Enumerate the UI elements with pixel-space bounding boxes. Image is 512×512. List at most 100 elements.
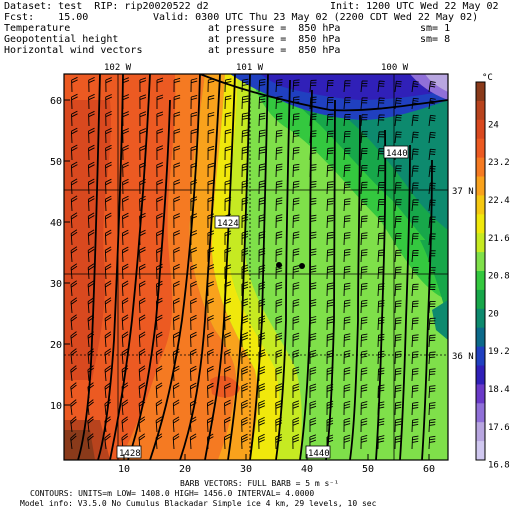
wind-barb — [173, 314, 180, 331]
wind-barb — [394, 435, 402, 450]
wind-barb — [173, 280, 180, 297]
wind-barb — [121, 416, 129, 433]
wind-barb — [173, 94, 181, 110]
wind-barb — [88, 93, 95, 110]
wind-barb — [411, 401, 419, 416]
wind-barb — [138, 416, 146, 433]
wind-barb — [394, 266, 402, 280]
wind-barb — [343, 97, 351, 110]
contour-label: 1424 — [217, 219, 239, 229]
wind-barb — [275, 434, 282, 450]
wind-barb — [326, 231, 334, 246]
wind-barb — [241, 315, 249, 331]
wind-barb — [428, 250, 436, 263]
wind-barb — [309, 79, 317, 93]
wind-barb — [275, 79, 283, 93]
wind-barb — [207, 196, 215, 211]
wind-barb — [326, 282, 334, 297]
wind-barb — [258, 214, 266, 229]
longitude-label: 102 W — [104, 63, 132, 73]
wind-barb — [156, 145, 164, 161]
wind-barb — [173, 297, 180, 314]
wind-barb — [292, 130, 300, 144]
wind-barb — [343, 299, 351, 314]
wind-barb — [343, 367, 351, 382]
wind-barb — [224, 365, 231, 382]
wind-barb — [428, 284, 436, 297]
wind-barb — [241, 264, 249, 279]
wind-barb — [156, 94, 164, 109]
wind-barb — [121, 229, 129, 246]
wind-barb — [292, 248, 300, 263]
wind-barb — [258, 247, 266, 263]
longitude-label: 100 W — [381, 63, 409, 73]
wind-barb — [122, 111, 129, 127]
wind-barb — [173, 145, 181, 161]
wind-barb — [173, 179, 181, 195]
wind-barb — [139, 162, 146, 178]
wind-barb — [292, 180, 300, 195]
wind-barb — [206, 399, 214, 416]
wind-barb — [207, 331, 214, 348]
wind-barb — [189, 416, 197, 433]
wind-barb — [428, 97, 436, 110]
wind-barb — [207, 95, 215, 110]
wind-barb — [241, 129, 249, 144]
wind-barb — [428, 385, 436, 399]
colorbar-swatch — [476, 100, 485, 121]
wind-barb — [156, 128, 164, 144]
wind-barb — [155, 433, 163, 450]
wind-barb — [121, 399, 129, 416]
wind-barb — [155, 348, 163, 365]
wind-barb — [139, 111, 147, 127]
wind-barb — [70, 161, 78, 178]
wind-barb — [87, 229, 95, 246]
wind-barb — [156, 246, 163, 263]
wind-barb — [411, 148, 419, 161]
wind-barb — [173, 213, 180, 229]
wind-barb — [121, 280, 129, 297]
forecast-hour: Fcst: 15.00 — [4, 12, 89, 23]
wind-barb — [326, 299, 334, 314]
wind-barb — [360, 384, 368, 399]
wind-barb — [87, 399, 94, 416]
wind-barb — [377, 300, 385, 314]
wind-barb — [326, 417, 334, 432]
wind-barb — [411, 418, 419, 433]
wind-barb — [394, 300, 402, 314]
wind-barb — [377, 384, 385, 399]
wind-barb — [394, 131, 402, 144]
wind-barb — [71, 76, 78, 93]
wind-barb — [155, 314, 163, 331]
wind-barb — [360, 299, 368, 314]
wind-barb — [428, 435, 436, 450]
colorbar-labels: 24 23.2 22.4 21.6 20.8 20 19.2 18.4 17.6 16.8 — [488, 120, 510, 470]
wind-barb — [139, 195, 146, 212]
wind-barb — [360, 266, 368, 280]
wind-barb — [292, 315, 300, 331]
wind-barb — [139, 229, 146, 246]
wind-barb — [258, 315, 266, 330]
wind-barb — [224, 247, 232, 263]
colorbar-unit: °C — [482, 73, 493, 83]
wind-barb — [292, 231, 300, 246]
wind-barb — [343, 417, 351, 433]
wind-barb — [258, 400, 265, 416]
wind-barb — [292, 349, 300, 364]
wind-barb — [360, 367, 368, 382]
wind-barb — [360, 401, 368, 416]
wind-barb — [326, 248, 334, 263]
wind-barb — [377, 232, 385, 246]
wind-barb — [343, 248, 351, 263]
wind-barb — [292, 113, 300, 127]
wind-barb — [70, 382, 77, 399]
wind-barb — [394, 80, 402, 93]
wind-barb — [70, 178, 78, 195]
init-time: Init: 1200 UTC Wed 22 May 02 — [330, 1, 499, 12]
x-tick-label: 60 — [423, 464, 435, 475]
wind-barb — [190, 145, 198, 160]
wind-barb — [87, 161, 95, 178]
wind-barb — [121, 297, 129, 314]
